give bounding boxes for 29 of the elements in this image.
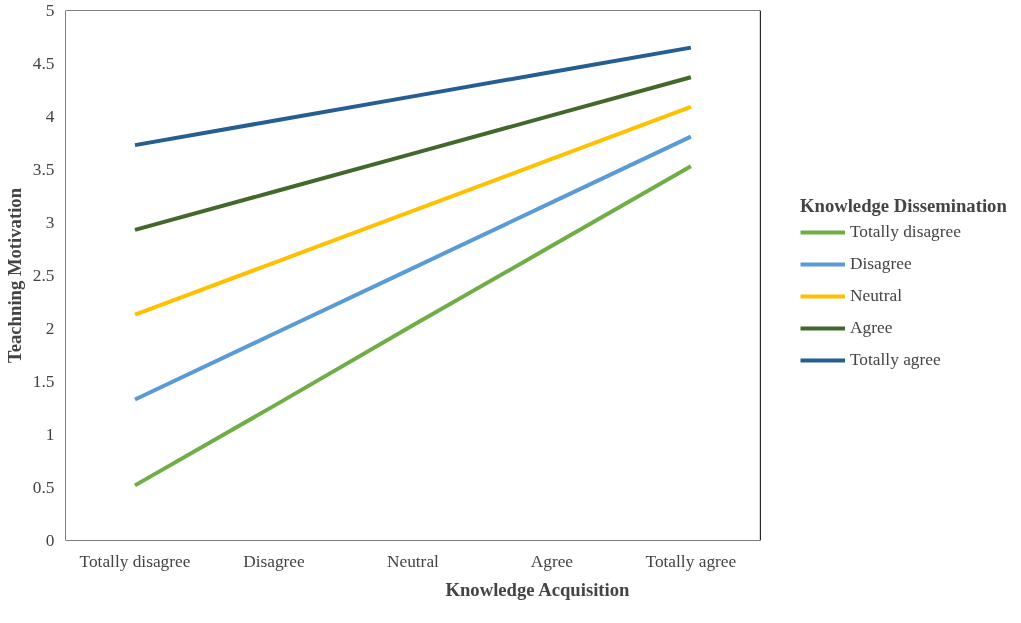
y-axis-title: Teachning Motivation — [3, 187, 25, 364]
y-tick-label: 4.5 — [32, 54, 55, 73]
y-tick-label: 1.5 — [32, 372, 55, 391]
x-tick-label: Totally agree — [645, 551, 737, 571]
x-tick-label: Totally disagree — [79, 551, 191, 571]
line-series — [132, 45, 693, 148]
legend-title: Knowledge Dissemination — [800, 195, 1007, 217]
y-tick-label: 2 — [45, 319, 55, 338]
y-tick-label: 2.5 — [32, 266, 55, 285]
legend-label: Totally agree — [850, 350, 941, 370]
line-series — [132, 134, 693, 402]
y-tick-label: 0 — [45, 531, 55, 550]
legend-label: Agree — [850, 318, 893, 338]
y-tick-label: 0.5 — [32, 478, 55, 497]
y-tick-label: 5 — [45, 1, 55, 20]
line-series — [132, 164, 693, 488]
x-axis-title: Knowledge Acquisition — [445, 578, 631, 600]
x-tick-label: Agree — [530, 551, 574, 571]
x-tick-label: Neutral — [386, 551, 440, 571]
legend-label: Disagree — [850, 254, 912, 274]
line-series — [132, 75, 693, 232]
legend-label: Totally disagree — [850, 222, 961, 242]
line-series — [132, 104, 693, 317]
y-tick-label: 3 — [45, 213, 55, 232]
y-tick-label: 3.5 — [32, 160, 55, 179]
x-tick-label: Disagree — [243, 551, 306, 571]
legend-label: Neutral — [850, 286, 902, 306]
y-tick-label: 1 — [45, 425, 55, 444]
y-tick-label: 4 — [45, 107, 55, 126]
